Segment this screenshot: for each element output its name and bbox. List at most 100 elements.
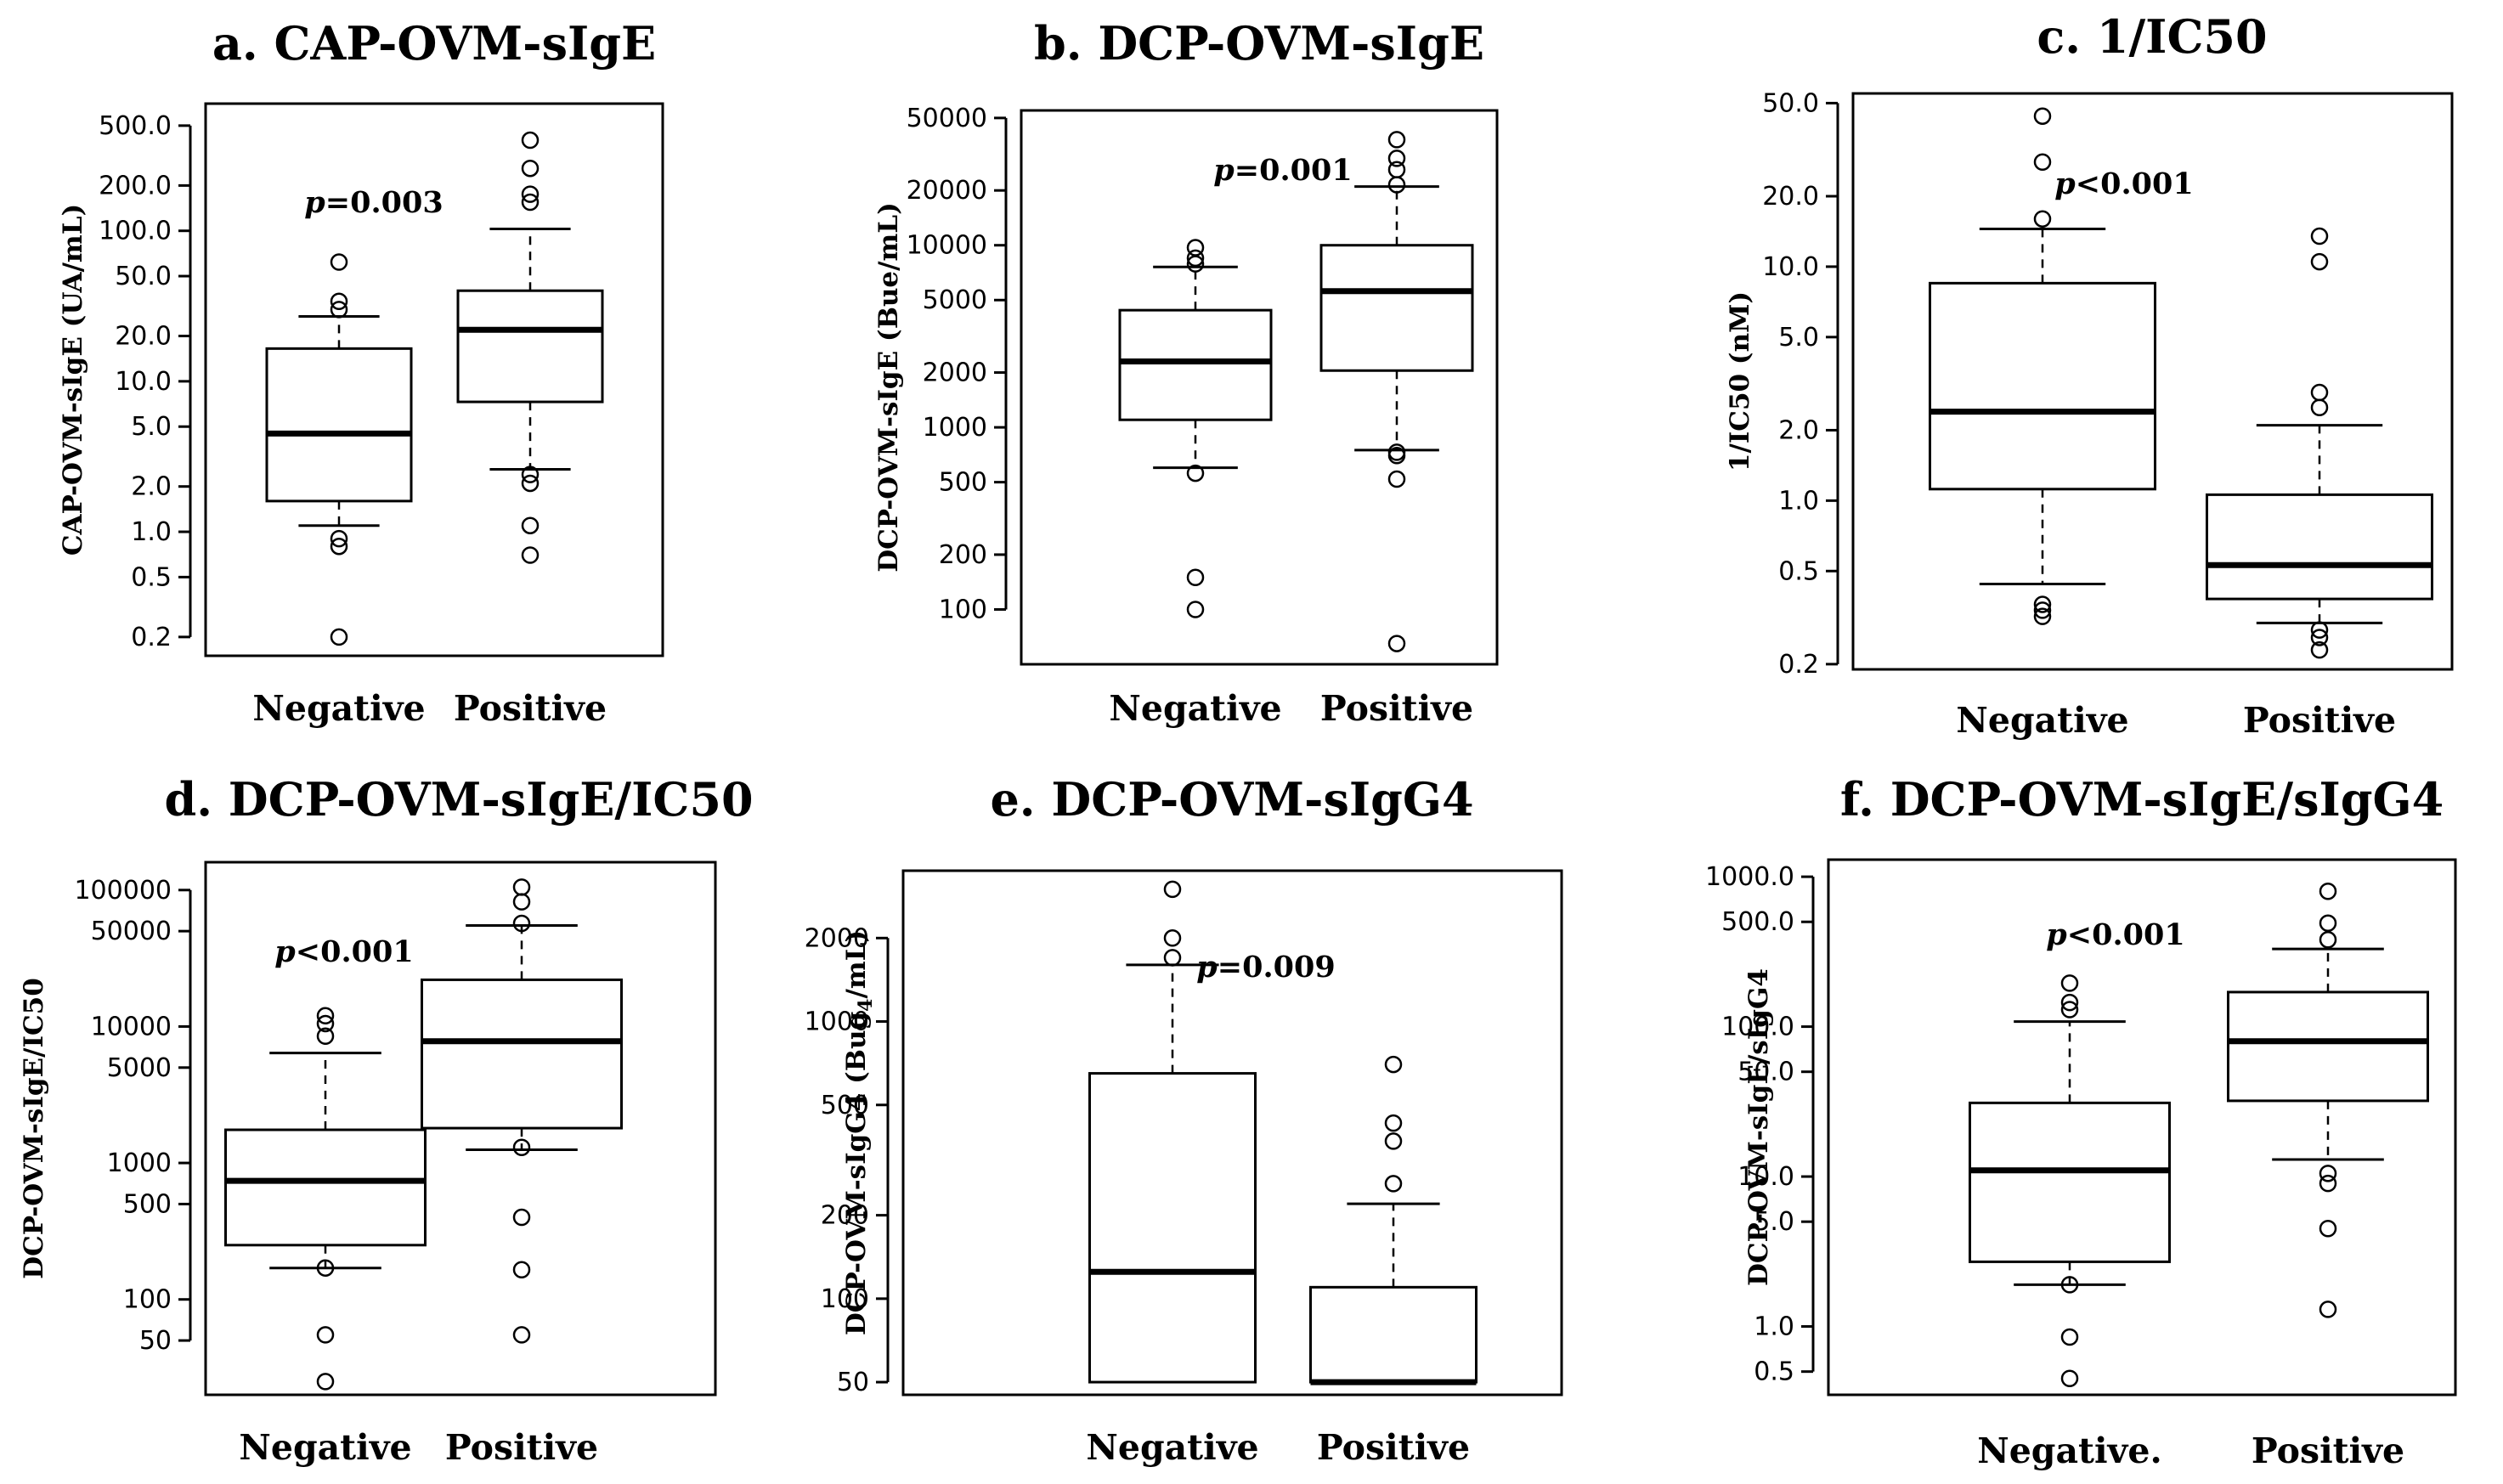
box-body [265,347,413,503]
outlier-point [521,159,540,178]
outlier-point [316,1027,335,1046]
box-body [2227,990,2429,1103]
outlier-point [512,1326,531,1344]
outlier-point [2310,383,2329,402]
y-tick-label: 100000 [74,876,172,906]
y-tick-label: 10.0 [1737,1162,1794,1192]
outlier-point [2310,227,2329,245]
outlier-point [2319,1174,2337,1193]
category-label: Positive [454,688,607,729]
outlier-point [521,546,540,564]
y-tick-label: 2000 [923,358,987,388]
y-tick-label: 5000 [107,1053,172,1083]
y-tick-label: 20.0 [115,322,172,352]
outlier-point [2060,1001,2079,1018]
box-body [1319,244,1474,372]
chart-title: f. DCP-OVM-sIgE/sIgG4 [1840,772,2444,827]
category-label: Positive [445,1427,598,1468]
outlier-point [316,1373,335,1391]
category-label: Negative [252,688,425,729]
outlier-point [1384,1132,1403,1150]
plot-frame [1020,109,1499,666]
outlier-point [2310,621,2329,639]
box-positive [2206,227,2433,659]
box-body [1118,308,1273,421]
outlier-point [2310,252,2329,271]
y-tick-label: 1.0 [1778,486,1819,516]
y-tick-label: 5.0 [131,412,172,442]
outlier-point [330,301,348,319]
outlier-point [2060,1328,2079,1346]
p-value-annotation: p<0.001 [274,934,413,969]
outlier-point [521,474,540,493]
y-tick-label: 0.2 [131,623,172,652]
box-negative [265,253,413,646]
p-value-annotation: p=0.003 [304,185,443,220]
outlier-point [512,914,531,933]
box-negative [1969,974,2171,1387]
y-tick-label: 1.0 [1754,1312,1794,1342]
outlier-point [1163,929,1182,947]
outlier-point [2060,1369,2079,1387]
panel-f: f. DCP-OVM-sIgE/sIgG4 0.5 1.0 5.0 10.0 50.0 10… [1705,772,2457,1471]
category-label: Negative [1956,700,2128,741]
outlier-point [2319,1165,2337,1182]
category-label: Positive [1320,688,1473,729]
box-positive [2227,882,2429,1318]
y-tick-label: 2000 [805,923,869,953]
y-tick-label: 10000 [907,231,987,261]
outlier-point [1384,1175,1403,1193]
outlier-point [2319,914,2337,933]
box-body [224,1128,427,1247]
y-tick-label: 500 [821,1091,869,1120]
outlier-point [1387,176,1406,194]
outlier-point [2319,1220,2337,1238]
outlier-point [2310,640,2329,659]
outlier-point [521,466,540,483]
box-positive [1319,131,1474,652]
y-tick-label: 500 [123,1189,172,1219]
outlier-point [316,1014,335,1033]
outlier-point [2033,153,2052,172]
y-tick-label: 50 [837,1368,869,1397]
y-tick-label: 0.5 [1778,556,1819,586]
y-tick-label: 0.5 [1754,1357,1794,1387]
plot-frame [204,860,717,1397]
y-tick-label: 20.0 [1762,182,1819,212]
outlier-point [2033,607,2052,625]
outlier-point [330,253,348,271]
y-tick-label: 10.0 [115,367,172,397]
outlier-point [521,185,540,203]
y-tick-label: 200 [939,540,987,570]
panel-a: a. CAP-OVM-sIgE 0.2 0.5 1.0 2.0 5.0 10.0 20.0 50… [58,16,664,729]
outlier-point [2319,931,2337,949]
y-tick-label: 500.0 [99,111,172,141]
outlier-point [330,537,348,556]
plot-frame [1827,858,2457,1397]
p-value-annotation: p=0.001 [1213,153,1352,188]
box-body [2206,493,2433,601]
outlier-point [512,1261,531,1279]
chart-title: c. 1/IC50 [2037,9,2267,64]
y-tick-label: 100 [939,595,987,624]
outlier-point [1387,443,1406,461]
outlier-point [330,628,348,646]
outlier-point [1387,470,1406,488]
box-body [1088,1072,1257,1384]
outlier-point [1186,601,1205,618]
box-positive [1309,1055,1478,1385]
box-body [1929,281,2156,491]
outlier-point [2310,629,2329,646]
outlier-point [1186,249,1205,268]
y-axis-label: CAP-OVM-sIgE (UA/mL) [58,204,88,556]
y-tick-label: 1000 [923,413,987,443]
y-tick-label: 5.0 [1754,1207,1794,1237]
outlier-point [1186,568,1205,586]
box-negative [1118,239,1273,618]
box-negative [1088,880,1257,1384]
box-negative [1929,107,2156,625]
box-negative [224,1007,427,1391]
outlier-point [1186,239,1205,257]
y-tick-label: 2.0 [1778,415,1819,445]
